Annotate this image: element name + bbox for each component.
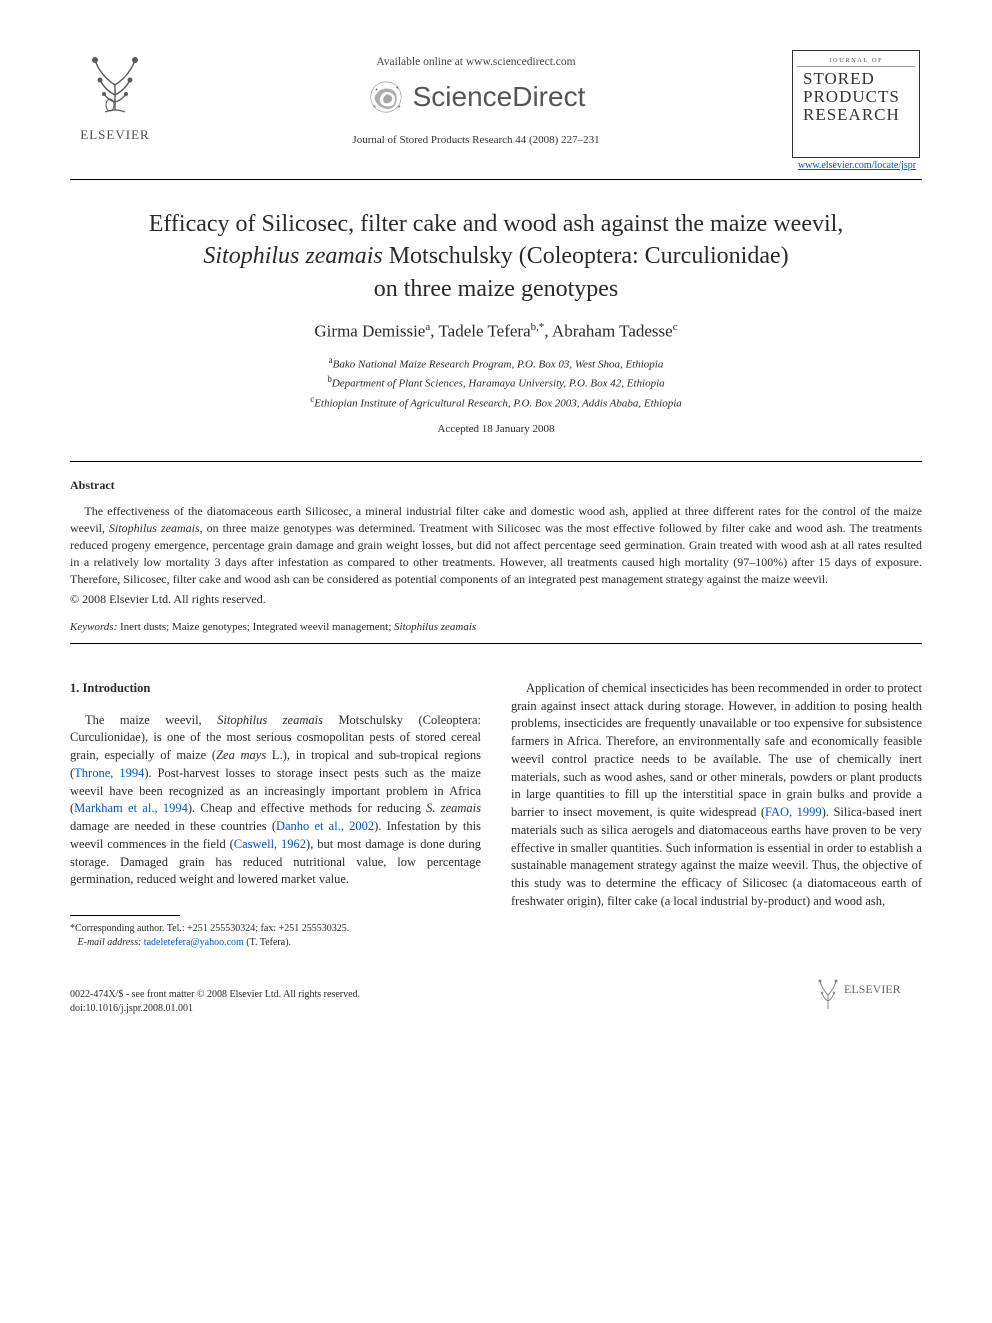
abstract-copyright: © 2008 Elsevier Ltd. All rights reserved…: [70, 592, 922, 607]
affil-c: Ethiopian Institute of Agricultural Rese…: [314, 398, 682, 410]
accepted-date: Accepted 18 January 2008: [70, 423, 922, 435]
keywords-line: Keywords: Inert dusts; Maize genotypes; …: [70, 621, 922, 633]
footnote-email-tail: (T. Tefera).: [244, 937, 291, 948]
abstract-body: The effectiveness of the diatomaceous ea…: [70, 503, 922, 588]
intro-heading: 1. Introduction: [70, 680, 481, 698]
affil-b: Department of Plant Sciences, Haramaya U…: [332, 378, 665, 390]
cover-title: STORED PRODUCTS RESEARCH: [797, 70, 915, 124]
journal-url-link[interactable]: www.elsevier.com/locate/jspr: [792, 160, 922, 171]
t-i: S. zeamais: [426, 801, 481, 815]
author-line: Girma Demissiea, Tadele Teferab,*, Abrah…: [70, 321, 922, 342]
keywords-text: Inert dusts; Maize genotypes; Integrated…: [117, 621, 394, 633]
keywords-label: Keywords:: [70, 621, 117, 633]
footer-right: ELSEVIER: [812, 975, 922, 1015]
header-rule: [70, 179, 922, 180]
issn-line: 0022-474X/$ - see front matter © 2008 El…: [70, 989, 360, 1000]
cover-line2: PRODUCTS: [803, 87, 900, 106]
footer-left: 0022-474X/$ - see front matter © 2008 El…: [70, 988, 360, 1015]
available-online-text: Available online at www.sciencedirect.co…: [160, 56, 792, 68]
t: The maize weevil,: [85, 713, 217, 727]
publisher-header: ELSEVIER Available online at www.science…: [70, 50, 922, 171]
author-2: Tadele Tefera: [438, 322, 530, 341]
journal-cover-block: JOURNAL OF STORED PRODUCTS RESEARCH www.…: [792, 50, 922, 171]
journal-cover-box: JOURNAL OF STORED PRODUCTS RESEARCH: [792, 50, 920, 158]
intro-para-1: The maize weevil, Sitophilus zeamais Mot…: [70, 712, 481, 890]
t-i: Zea mays: [216, 748, 266, 762]
title-line3: on three maize genotypes: [374, 276, 619, 302]
ref-link[interactable]: Danho et al., 2002: [276, 819, 374, 833]
column-left: 1. Introduction The maize weevil, Sitoph…: [70, 680, 481, 949]
t: Application of chemical insecticides has…: [511, 681, 922, 819]
author-2-sup: b,: [531, 321, 539, 333]
abstract-top-rule: [70, 461, 922, 462]
ref-link[interactable]: FAO, 1999: [765, 805, 822, 819]
elsevier-footer-logo-icon: ELSEVIER: [812, 975, 922, 1015]
footnote-email-label: E-mail address:: [78, 937, 142, 948]
footnote-corr: Corresponding author. Tel.: +251 2555303…: [75, 923, 349, 934]
corr-star-icon: *: [539, 321, 545, 333]
ref-link[interactable]: Markham et al., 1994: [74, 801, 188, 815]
t: ). Silica-based inert materials such as …: [511, 805, 922, 908]
ref-link[interactable]: Throne, 1994: [74, 766, 144, 780]
author-1: Girma Demissie: [314, 322, 425, 341]
journal-citation: Journal of Stored Products Research 44 (…: [160, 134, 792, 146]
doi-line: doi:10.1016/j.jspr.2008.01.001: [70, 1003, 193, 1014]
author-3-sup: c: [673, 321, 678, 333]
elsevier-block: ELSEVIER: [70, 50, 160, 143]
cover-small-head: JOURNAL OF: [797, 57, 915, 67]
keywords-italic: Sitophilus zeamais: [394, 621, 476, 633]
column-right: Application of chemical insecticides has…: [511, 680, 922, 949]
abstract-italic: Sitophilus zeamais: [109, 521, 200, 535]
sciencedirect-logo: ScienceDirect: [160, 78, 792, 116]
author-3: Abraham Tadesse: [552, 322, 673, 341]
sciencedirect-text: ScienceDirect: [413, 81, 586, 113]
footnote-rule: [70, 915, 180, 916]
affil-a: Bako National Maize Research Program, P.…: [333, 358, 664, 370]
t: damage are needed in these countries (: [70, 819, 276, 833]
title-line2-post: Motschulsky (Coleoptera: Curculionidae): [383, 243, 789, 269]
ref-link[interactable]: Caswell, 1962: [234, 837, 306, 851]
abstract-heading: Abstract: [70, 478, 922, 493]
page-footer: 0022-474X/$ - see front matter © 2008 El…: [70, 975, 922, 1015]
cover-line3: RESEARCH: [803, 105, 900, 124]
affiliations: aBako National Maize Research Program, P…: [70, 354, 922, 413]
header-center: Available online at www.sciencedirect.co…: [160, 50, 792, 146]
footnote-email-link[interactable]: tadeletefera@yahoo.com: [144, 937, 244, 948]
t: ). Cheap and effective methods for reduc…: [188, 801, 426, 815]
intro-para-2: Application of chemical insecticides has…: [511, 680, 922, 911]
title-line2-italic: Sitophilus zeamais: [203, 243, 382, 269]
article-title: Efficacy of Silicosec, filter cake and w…: [70, 208, 922, 305]
footnote-block: *Corresponding author. Tel.: +251 255530…: [70, 922, 481, 949]
title-line1: Efficacy of Silicosec, filter cake and w…: [149, 211, 844, 237]
sciencedirect-swirl-icon: [367, 78, 405, 116]
body-columns: 1. Introduction The maize weevil, Sitoph…: [70, 680, 922, 949]
elsevier-tree-icon: [80, 50, 150, 120]
author-1-sup: a: [425, 321, 430, 333]
abstract-bottom-rule: [70, 643, 922, 644]
t-i: Sitophilus zeamais: [217, 713, 323, 727]
cover-line1: STORED: [803, 69, 875, 88]
elsevier-label: ELSEVIER: [70, 127, 160, 143]
svg-text:ELSEVIER: ELSEVIER: [844, 982, 901, 996]
